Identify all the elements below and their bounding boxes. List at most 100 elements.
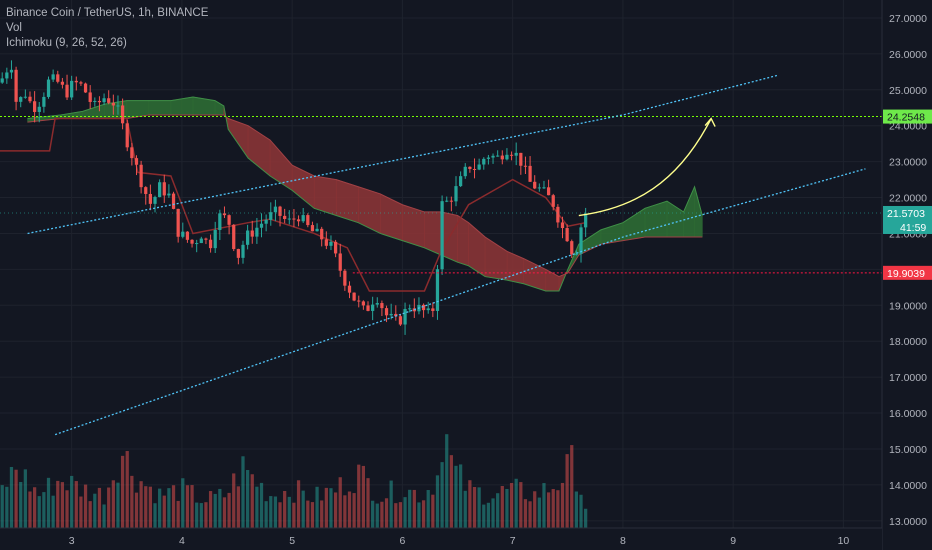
- candle: [171, 191, 176, 210]
- price-axis-tick-label: 27.0000: [889, 13, 927, 25]
- candle: [570, 239, 574, 259]
- candle-body: [158, 182, 162, 198]
- volume-bar: [287, 496, 291, 528]
- volume-bar: [102, 504, 106, 528]
- candle: [380, 300, 384, 317]
- candle-body: [375, 303, 379, 305]
- volume-bar: [0, 485, 4, 528]
- time-axis-tick-label: 4: [179, 535, 185, 547]
- candle: [107, 90, 111, 105]
- volume-indicator-label[interactable]: Vol: [6, 22, 22, 34]
- volume-bar: [371, 500, 375, 528]
- candle-body: [366, 305, 370, 311]
- candle-body: [120, 105, 125, 124]
- volume-bar: [185, 485, 190, 528]
- candle: [477, 158, 481, 171]
- candle: [9, 60, 14, 79]
- candle: [208, 234, 213, 253]
- candle: [542, 180, 546, 189]
- volume-bar: [514, 478, 518, 528]
- candle-body: [301, 215, 305, 222]
- volume-bar: [144, 486, 148, 528]
- candle-body: [584, 213, 588, 228]
- candle-body: [204, 238, 208, 240]
- volume-bar: [83, 484, 88, 528]
- price-axis-tick-label: 14.0000: [889, 480, 927, 492]
- candle-body: [79, 82, 83, 84]
- symbol-title[interactable]: Binance Coin / TetherUS, 1h, BINANCE: [6, 7, 209, 19]
- candle: [278, 205, 282, 227]
- volume-bar: [162, 495, 166, 528]
- candle: [190, 239, 194, 248]
- volume-bar: [23, 469, 27, 528]
- candle-body: [42, 96, 46, 107]
- volume-bar: [32, 487, 37, 528]
- volume-bar: [125, 451, 129, 528]
- volume-bar: [306, 500, 310, 528]
- candle-body: [246, 230, 250, 245]
- candle-body: [232, 224, 236, 250]
- candle: [176, 208, 180, 243]
- candle: [181, 222, 185, 239]
- volume-bar: [431, 494, 435, 528]
- candle: [292, 209, 296, 228]
- candle: [408, 304, 412, 313]
- candle-body: [426, 308, 430, 311]
- candle: [565, 224, 569, 243]
- volume-bar: [352, 493, 356, 528]
- time-axis-tick-label: 10: [838, 535, 850, 547]
- ichimoku-base-line: [0, 117, 586, 292]
- candle: [70, 75, 74, 100]
- volume-bar: [181, 478, 185, 528]
- candle-body: [65, 84, 69, 98]
- candle: [97, 96, 102, 112]
- candle-body: [496, 155, 500, 157]
- candle: [537, 183, 541, 192]
- candle: [153, 195, 157, 213]
- candle-body: [394, 313, 398, 317]
- candle: [459, 171, 463, 188]
- candle-body: [509, 154, 514, 156]
- candle: [102, 93, 106, 106]
- volume-bar: [468, 480, 472, 528]
- volume-bar: [421, 500, 426, 528]
- candle: [144, 186, 148, 205]
- candle-body: [23, 96, 27, 98]
- volume-bar: [357, 464, 361, 528]
- candle: [255, 217, 259, 244]
- candle: [472, 158, 477, 179]
- volume-bar: [329, 488, 333, 528]
- volume-bar: [542, 483, 546, 528]
- price-axis-tick-label: 13.0000: [889, 516, 927, 528]
- candle: [454, 176, 458, 207]
- candle-body: [565, 228, 569, 242]
- ichimoku-indicator-label[interactable]: Ichimoku (9, 26, 52, 26): [6, 37, 127, 49]
- volume-bar: [472, 486, 477, 528]
- candle-body: [533, 181, 537, 189]
- countdown-text: 41:59: [900, 222, 926, 234]
- volume-bar: [482, 504, 486, 528]
- volume-bar: [509, 482, 514, 528]
- price-axis-tick-label: 15.0000: [889, 444, 927, 456]
- candle-body: [560, 222, 565, 229]
- candle-body: [579, 227, 583, 254]
- volume-bar: [278, 502, 282, 528]
- volume-bar: [556, 490, 560, 528]
- last-price-tag: 21.5703 41:59: [883, 205, 932, 234]
- candle: [125, 119, 129, 152]
- volume-bar: [227, 492, 231, 528]
- candle: [120, 98, 125, 130]
- candle: [426, 301, 430, 314]
- candle-body: [227, 215, 231, 225]
- candle-body: [130, 147, 134, 159]
- volume-bar: [292, 502, 296, 528]
- candle-body: [32, 101, 37, 112]
- volume-bar: [315, 486, 319, 528]
- volume-bar: [5, 486, 9, 528]
- candle: [232, 224, 236, 252]
- candle: [246, 224, 250, 250]
- candle: [440, 195, 444, 275]
- candle: [167, 184, 171, 198]
- volume-bar: [343, 495, 347, 528]
